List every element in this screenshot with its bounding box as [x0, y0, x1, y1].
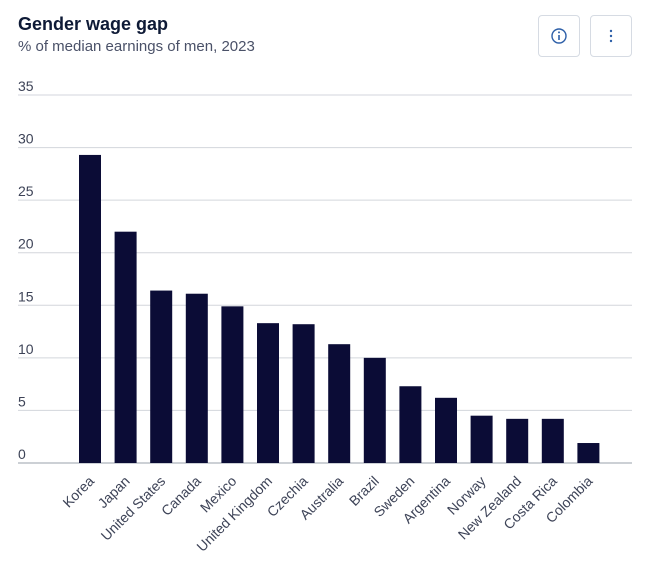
y-tick-label: 0: [18, 446, 26, 462]
bar-australia[interactable]: [328, 344, 351, 463]
y-tick-label: 5: [18, 393, 26, 409]
y-tick-label: 20: [18, 236, 34, 252]
y-tick-label: 25: [18, 183, 34, 199]
y-tick-label: 10: [18, 341, 34, 357]
bar-costa-rica[interactable]: [541, 418, 564, 463]
chart-title: Gender wage gap: [18, 14, 169, 34]
bar-czechia[interactable]: [292, 324, 315, 463]
chart-subtitle: % of median earnings of men, 2023: [18, 38, 255, 55]
bar-colombia[interactable]: [577, 443, 600, 463]
bar-brazil[interactable]: [363, 357, 386, 463]
y-axis-labels: 0 5 10 15 20 25 30 35: [18, 78, 34, 462]
bar-korea[interactable]: [79, 154, 101, 463]
vertical-ellipsis-icon: [609, 29, 613, 43]
info-icon: [551, 28, 567, 44]
bar-mexico[interactable]: [221, 306, 244, 463]
gridlines: [18, 94, 632, 464]
y-tick-label: 15: [18, 288, 34, 304]
bar-norway[interactable]: [470, 415, 493, 463]
y-tick-label: 35: [18, 78, 34, 94]
bar-new-zealand[interactable]: [506, 418, 529, 463]
x-tick-label: Korea: [59, 473, 97, 511]
bar-japan[interactable]: [114, 231, 137, 463]
bar-argentina[interactable]: [435, 397, 457, 463]
x-tick-label: Canada: [158, 473, 204, 519]
bar-united-states[interactable]: [150, 290, 173, 463]
bars: [79, 154, 600, 463]
bar-united-kingdom[interactable]: [257, 323, 279, 463]
bar-canada[interactable]: [185, 293, 208, 463]
more-options-button[interactable]: [590, 15, 632, 57]
bar-sweden[interactable]: [399, 386, 422, 463]
info-button[interactable]: [538, 15, 580, 57]
y-tick-label: 30: [18, 131, 34, 147]
